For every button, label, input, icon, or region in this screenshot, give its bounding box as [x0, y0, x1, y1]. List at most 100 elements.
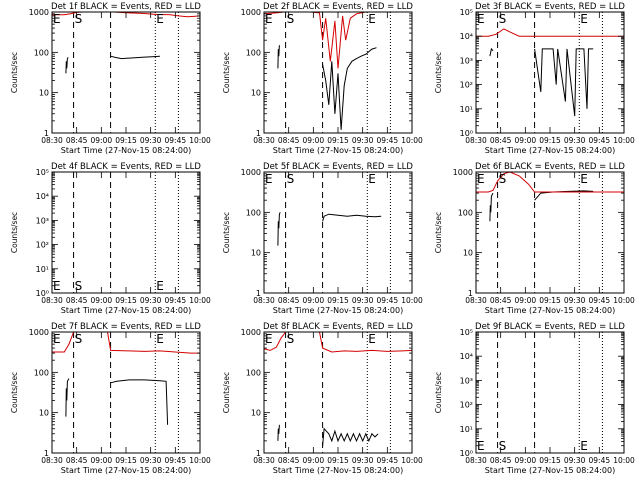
- x-tick-label: 09:30: [140, 456, 162, 465]
- y-tick-label: 1000: [241, 168, 261, 177]
- x-tick-label: 09:45: [165, 296, 187, 305]
- lld-series-line: [52, 331, 200, 354]
- plot-frame: [51, 331, 201, 454]
- panel-p3: Det 3f BLACK = Events, RED = LLD 10⁰ 10¹ 10…: [434, 2, 635, 155]
- panel-p8: Det 8f BLACK = Events, RED = LLD 1 10 100 10…: [222, 322, 423, 475]
- event-letter: E: [368, 332, 376, 346]
- event-letter: S: [287, 172, 295, 186]
- y-axis-label: Counts/sec: [222, 212, 231, 253]
- x-tick-label: 08:30: [41, 136, 63, 145]
- y-tick-label: 10²: [460, 81, 473, 90]
- y-tick-label: 1000: [29, 8, 49, 17]
- y-axis-label: Counts/sec: [222, 372, 231, 413]
- y-tick-label: 10⁰: [36, 289, 49, 298]
- event-letter: S: [499, 12, 507, 26]
- events-series-line: [277, 45, 280, 69]
- plot-frame: [263, 11, 413, 134]
- x-tick-label: 08:45: [66, 296, 88, 305]
- panel-title: Det 2f BLACK = Events, RED = LLD: [263, 2, 413, 12]
- panel-p6: Det 6f BLACK = Events, RED = LLD 1 10 100 10…: [434, 162, 635, 315]
- y-tick-label: 100: [246, 368, 261, 377]
- x-axis-label: Start Time (27-Nov-15 08:24:00): [273, 306, 403, 315]
- events-series-line: [110, 55, 160, 60]
- y-tick-label: 1000: [241, 8, 261, 17]
- x-tick-label: 09:45: [589, 296, 611, 305]
- y-axis-label: Counts/sec: [10, 212, 19, 253]
- plot-frame: [475, 11, 625, 134]
- plot-frame: [263, 171, 413, 294]
- x-tick-label: 09:15: [115, 456, 137, 465]
- y-tick-label: 10¹: [460, 105, 473, 114]
- x-tick-label: 09:15: [327, 296, 349, 305]
- y-tick-label: 1000: [453, 168, 473, 177]
- panel-title: Det 7f BLACK = Events, RED = LLD: [51, 322, 201, 332]
- x-axis-label: Start Time (27-Nov-15 08:24:00): [273, 146, 403, 155]
- x-tick-label: 09:00: [303, 136, 325, 145]
- y-axis-label: Counts/sec: [222, 52, 231, 93]
- events-series-line: [322, 213, 382, 222]
- x-tick-label: 09:45: [377, 456, 399, 465]
- x-axis-label: Start Time (27-Nov-15 08:24:00): [61, 146, 191, 155]
- y-tick-label: 1000: [29, 328, 49, 337]
- y-tick-label: 10: [251, 249, 261, 258]
- events-series-line: [489, 192, 494, 222]
- x-tick-label: 10:00: [613, 136, 635, 145]
- x-tick-label: 09:30: [352, 456, 374, 465]
- x-tick-label: 10:00: [613, 296, 635, 305]
- event-letter: S: [287, 12, 295, 26]
- y-axis-label: Counts/sec: [434, 372, 443, 413]
- event-letter: S: [287, 332, 295, 346]
- x-tick-label: 09:30: [140, 136, 162, 145]
- x-tick-label: 09:45: [589, 456, 611, 465]
- event-letter: E: [368, 172, 376, 186]
- x-tick-label: 09:15: [539, 456, 561, 465]
- event-letter: E: [477, 439, 485, 453]
- x-tick-label: 08:45: [66, 456, 88, 465]
- y-tick-label: 10⁵: [460, 328, 473, 337]
- x-tick-label: 09:00: [515, 296, 537, 305]
- panel-title: Det 6f BLACK = Events, RED = LLD: [475, 162, 625, 172]
- y-tick-label: 100: [246, 48, 261, 57]
- y-tick-label: 10: [39, 409, 49, 418]
- event-letter: E: [368, 12, 376, 26]
- y-tick-label: 10: [463, 249, 473, 258]
- y-tick-label: 10⁴: [460, 32, 473, 41]
- y-tick-label: 100: [458, 208, 473, 217]
- panel-title: Det 4f BLACK = Events, RED = LLD: [51, 162, 201, 172]
- panel-p4: Det 4f BLACK = Events, RED = LLD 10⁰ 10¹ 10…: [10, 162, 211, 315]
- events-series-line: [489, 47, 494, 57]
- plot-frame: [475, 171, 625, 294]
- event-letter: E: [156, 279, 164, 293]
- x-tick-label: 09:00: [91, 456, 113, 465]
- event-letter: E: [265, 172, 273, 186]
- panel-title: Det 1f BLACK = Events, RED = LLD: [51, 2, 201, 12]
- y-tick-label: 100: [34, 368, 49, 377]
- events-series-line: [65, 57, 69, 74]
- x-tick-label: 09:00: [303, 296, 325, 305]
- x-tick-label: 10:00: [189, 296, 211, 305]
- y-axis-label: Counts/sec: [10, 52, 19, 93]
- lld-series-line: [476, 171, 624, 193]
- x-tick-label: 09:30: [140, 296, 162, 305]
- events-series-line: [65, 378, 70, 417]
- plot-frame: [475, 331, 625, 454]
- events-series-line: [277, 212, 281, 246]
- y-tick-label: 10⁰: [460, 129, 473, 138]
- x-tick-label: 09:30: [352, 136, 374, 145]
- x-tick-label: 08:45: [490, 296, 512, 305]
- x-axis-label: Start Time (27-Nov-15 08:24:00): [485, 466, 615, 475]
- x-tick-label: 09:30: [564, 456, 586, 465]
- x-tick-label: 09:15: [327, 136, 349, 145]
- event-letter: E: [53, 12, 61, 26]
- event-letter: S: [499, 172, 507, 186]
- panel-title: Det 5f BLACK = Events, RED = LLD: [263, 162, 413, 172]
- event-letter: S: [75, 279, 83, 293]
- x-tick-label: 09:00: [515, 456, 537, 465]
- y-tick-label: 10²: [36, 241, 49, 250]
- x-tick-label: 08:30: [465, 456, 487, 465]
- event-letter: E: [156, 12, 164, 26]
- x-tick-label: 08:30: [41, 456, 63, 465]
- y-tick-label: 10⁵: [460, 8, 473, 17]
- x-tick-label: 08:30: [253, 456, 275, 465]
- y-axis-label: Counts/sec: [434, 52, 443, 93]
